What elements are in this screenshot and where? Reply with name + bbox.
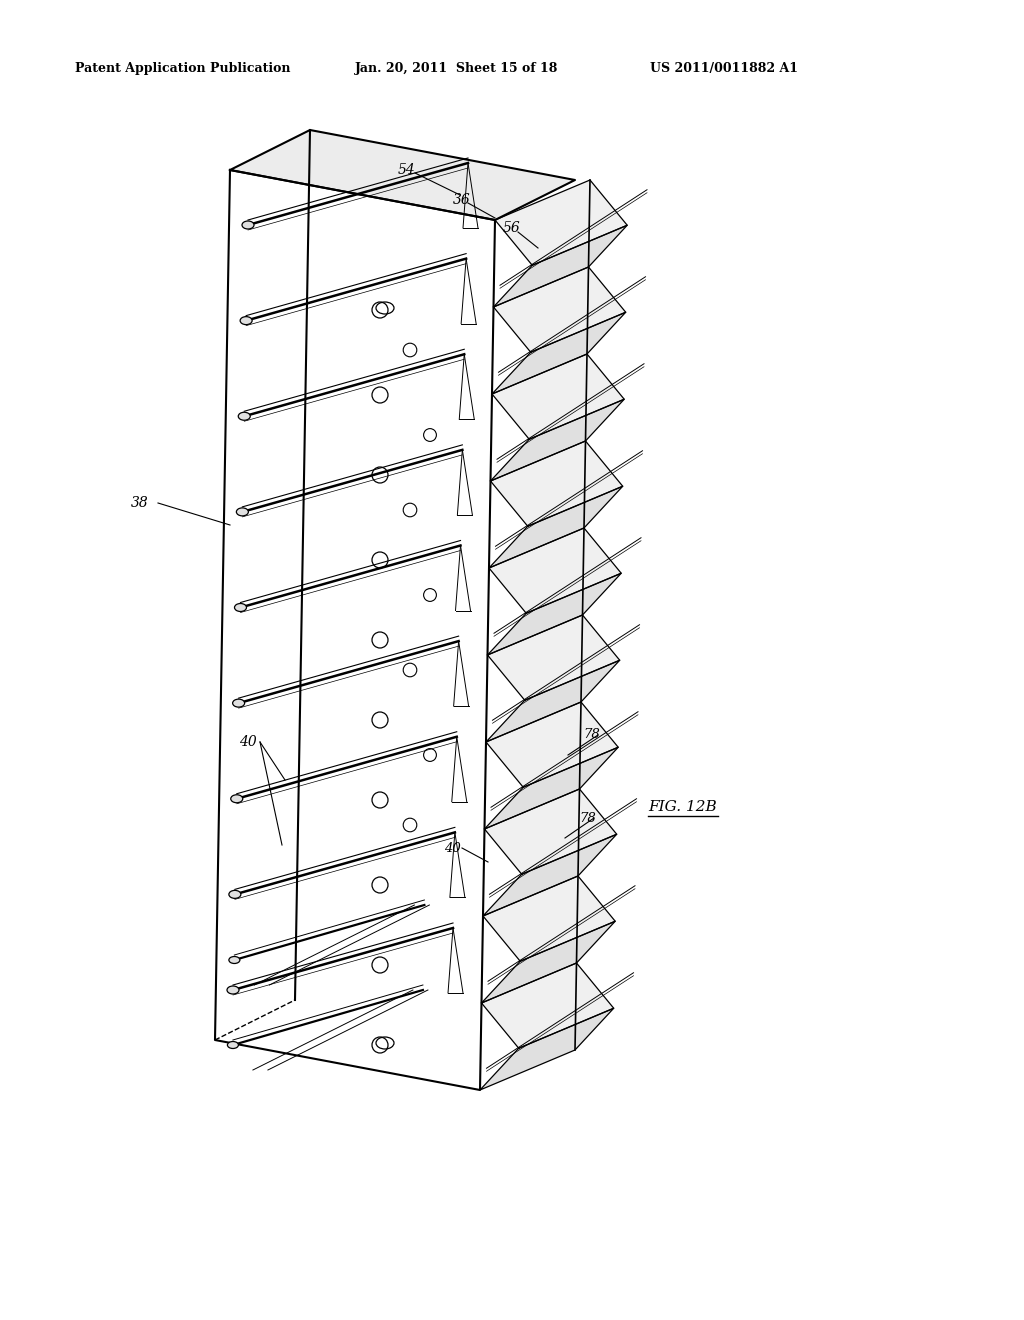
Polygon shape xyxy=(484,789,616,874)
Ellipse shape xyxy=(239,412,250,420)
Polygon shape xyxy=(483,834,616,916)
Polygon shape xyxy=(495,180,628,265)
Text: 56: 56 xyxy=(503,220,521,235)
Polygon shape xyxy=(489,486,623,568)
Polygon shape xyxy=(483,876,615,961)
Polygon shape xyxy=(215,170,495,1090)
Ellipse shape xyxy=(229,957,240,964)
Ellipse shape xyxy=(242,220,254,228)
Text: FIG. 12B: FIG. 12B xyxy=(648,800,717,814)
Text: 36: 36 xyxy=(454,193,471,207)
Ellipse shape xyxy=(232,700,245,708)
Polygon shape xyxy=(486,702,618,787)
Polygon shape xyxy=(484,747,618,829)
Text: 40: 40 xyxy=(240,735,257,748)
Polygon shape xyxy=(489,528,622,614)
Polygon shape xyxy=(481,964,613,1048)
Polygon shape xyxy=(494,226,628,308)
Text: 78: 78 xyxy=(584,729,600,742)
Polygon shape xyxy=(230,129,575,220)
Ellipse shape xyxy=(227,986,239,994)
Ellipse shape xyxy=(229,891,241,899)
Polygon shape xyxy=(487,573,622,655)
Text: US 2011/0011882 A1: US 2011/0011882 A1 xyxy=(650,62,798,75)
Polygon shape xyxy=(492,313,626,393)
Ellipse shape xyxy=(234,603,247,611)
Text: Patent Application Publication: Patent Application Publication xyxy=(75,62,291,75)
Polygon shape xyxy=(487,615,620,700)
Polygon shape xyxy=(486,660,620,742)
Polygon shape xyxy=(492,354,625,440)
Text: 40: 40 xyxy=(443,842,461,854)
Ellipse shape xyxy=(230,795,243,803)
Text: 78: 78 xyxy=(580,812,596,825)
Polygon shape xyxy=(480,1008,613,1090)
Text: 54: 54 xyxy=(398,162,416,177)
Polygon shape xyxy=(481,921,615,1003)
Text: 38: 38 xyxy=(131,496,148,510)
Polygon shape xyxy=(494,267,626,352)
Text: Jan. 20, 2011  Sheet 15 of 18: Jan. 20, 2011 Sheet 15 of 18 xyxy=(355,62,558,75)
Polygon shape xyxy=(490,441,623,527)
Ellipse shape xyxy=(237,508,249,516)
Ellipse shape xyxy=(227,1041,239,1048)
Ellipse shape xyxy=(240,317,252,325)
Polygon shape xyxy=(490,399,625,480)
